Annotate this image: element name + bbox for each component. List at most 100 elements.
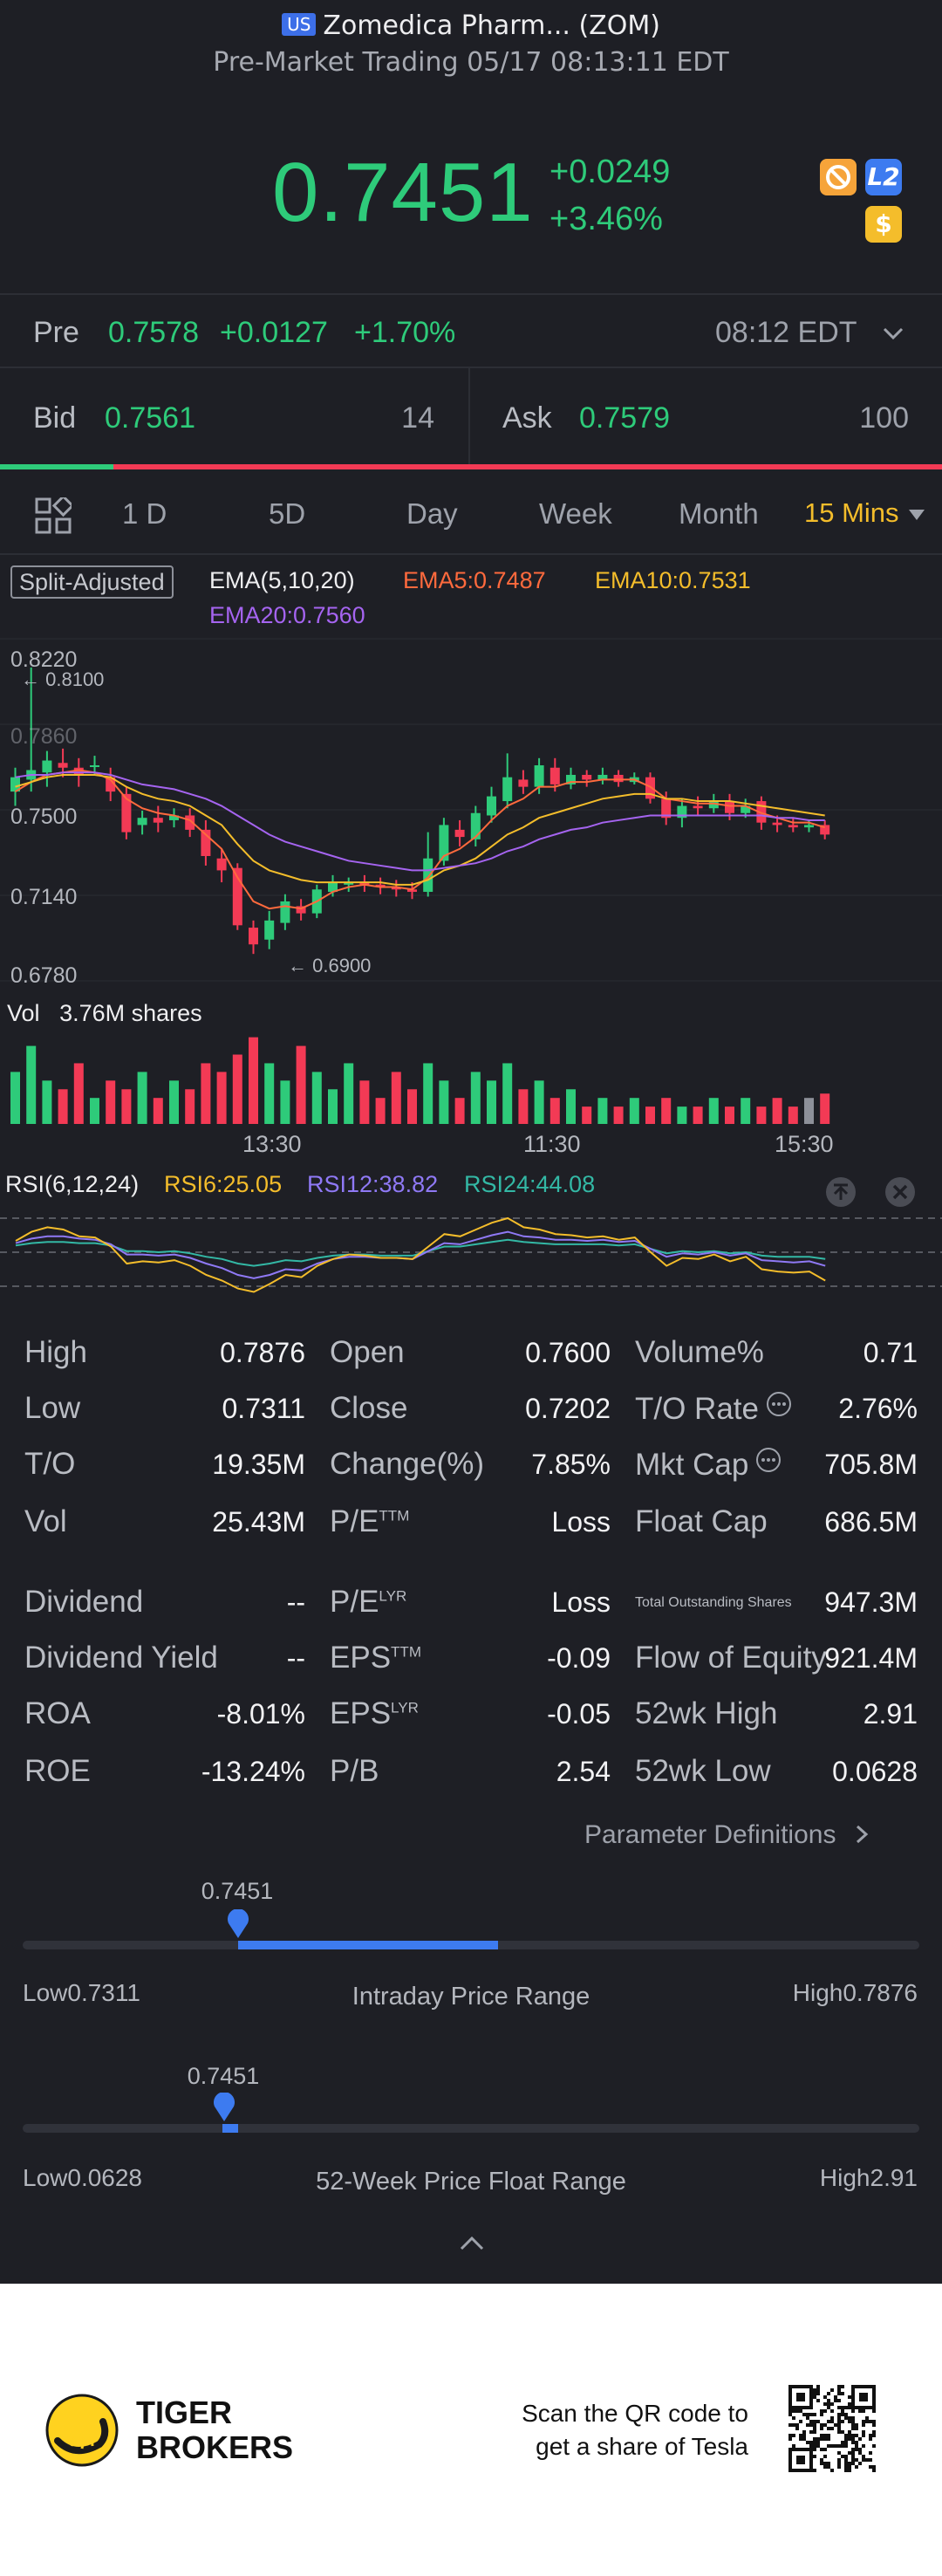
ema-indicator-label[interactable]: EMA(5,10,20) <box>209 567 355 593</box>
stat-value: -13.24% <box>201 1756 305 1787</box>
rsi-indicator-label[interactable]: RSI(6,12,24) <box>5 1171 140 1197</box>
stat-label: Open <box>330 1335 405 1370</box>
volume-bar <box>741 1098 751 1124</box>
chevron-down-icon[interactable] <box>881 325 905 342</box>
volume-bar <box>328 1089 338 1124</box>
tab-15-mins[interactable]: 15 Mins <box>804 497 899 528</box>
intraday-range-bar <box>23 1941 919 1949</box>
price-change-percent: +3.46% <box>550 201 663 237</box>
tab-month[interactable]: Month <box>679 497 759 530</box>
bid-label: Bid <box>33 401 77 435</box>
parameter-definitions-link[interactable]: Parameter Definitions <box>584 1820 871 1850</box>
ask-label: Ask <box>502 401 552 435</box>
qr-module <box>848 2451 851 2455</box>
tiger-logo-icon <box>45 2394 119 2467</box>
volume-bar <box>788 1106 798 1124</box>
volume-bar <box>629 1098 639 1124</box>
qr-module <box>830 2409 834 2413</box>
tab-week[interactable]: Week <box>539 497 612 530</box>
candle-body <box>216 858 227 871</box>
qr-code-icon[interactable] <box>788 2385 876 2472</box>
volume-bar <box>90 1098 99 1124</box>
qr-module <box>858 2451 862 2455</box>
qr-module <box>788 2423 792 2427</box>
brand-name: TIGER BROKERS <box>136 2395 293 2465</box>
brand-line1: TIGER <box>136 2394 233 2430</box>
qr-module <box>851 2423 855 2427</box>
stat-label-text: 52wk High <box>635 1696 778 1730</box>
qr-module <box>813 2395 816 2399</box>
collapse-chevron-up-icon[interactable] <box>459 2234 485 2251</box>
price-change: +0.0249 <box>550 154 671 190</box>
volume-bar <box>772 1098 782 1124</box>
stat-label-text: T/O Rate <box>635 1392 759 1426</box>
location-pin-icon <box>213 2093 235 2121</box>
grid-icon[interactable] <box>35 497 72 534</box>
qr-module <box>858 2409 862 2413</box>
qr-module <box>869 2465 872 2469</box>
dollar-icon[interactable]: $ <box>865 206 902 243</box>
volume-bar <box>296 1045 306 1124</box>
volume-chart[interactable] <box>0 1030 942 1126</box>
qr-module <box>869 2437 872 2441</box>
candle-body <box>454 829 465 838</box>
stat-label-text: ROA <box>24 1696 91 1730</box>
qr-module <box>813 2469 816 2472</box>
qr-module <box>802 2413 806 2416</box>
candle-body <box>820 825 830 835</box>
candle-body <box>375 884 386 887</box>
qr-module <box>869 2451 872 2455</box>
stat-label-text: Close <box>330 1391 408 1425</box>
stat-label: 52wk Low <box>635 1754 771 1789</box>
qr-module <box>851 2451 855 2455</box>
volume-bar <box>518 1089 529 1124</box>
qr-module <box>834 2423 837 2427</box>
pre-change-percent: +1.70% <box>354 316 456 349</box>
stat-value: -0.09 <box>547 1642 611 1674</box>
candle-body <box>185 815 195 830</box>
stat-label: P/ELYR <box>330 1585 406 1620</box>
stat-label-text: Float Cap <box>635 1504 768 1538</box>
volume-bar <box>359 1080 370 1124</box>
info-dots-icon[interactable] <box>766 1391 792 1417</box>
close-icon[interactable] <box>884 1176 916 1208</box>
qr-module <box>792 2409 795 2413</box>
qr-module <box>841 2413 844 2416</box>
stat-label: T/O Rate <box>635 1391 792 1427</box>
no-trade-icon[interactable] <box>820 159 857 195</box>
stat-label-text: Vol <box>24 1504 67 1538</box>
last-price: 0.7451 <box>272 146 534 239</box>
candle-body <box>137 818 147 826</box>
tab-day[interactable]: Day <box>406 497 458 530</box>
tab-1d[interactable]: 1 D <box>122 497 167 530</box>
stat-value: 705.8M <box>824 1449 918 1480</box>
pin-top-icon[interactable] <box>825 1176 857 1208</box>
stat-value: 2.54 <box>556 1756 611 1787</box>
qr-module <box>799 2409 802 2413</box>
stock-title[interactable]: US Zomedica Pharm... (ZOM) <box>0 10 942 41</box>
trading-session-status: Pre-Market Trading 05/17 08:13:11 EDT <box>213 47 729 78</box>
candle-body <box>296 906 306 914</box>
candle-body <box>756 801 767 823</box>
pre-time[interactable]: 08:12 EDT <box>715 316 857 349</box>
qr-module <box>827 2420 830 2423</box>
qr-module <box>823 2448 827 2451</box>
qr-module <box>851 2458 855 2462</box>
qr-module <box>788 2413 792 2416</box>
stat-value: Loss <box>551 1506 611 1538</box>
info-dots-icon[interactable] <box>755 1447 782 1473</box>
candlestick-chart[interactable] <box>0 637 942 986</box>
stat-value: 25.43M <box>212 1506 305 1538</box>
level2-icon[interactable]: L2 <box>865 159 902 195</box>
volume-bar <box>106 1080 116 1124</box>
stat-label: T/O <box>24 1447 75 1482</box>
qr-module <box>844 2469 848 2472</box>
rsi-chart[interactable] <box>0 1196 942 1309</box>
volume-bar <box>677 1106 687 1124</box>
caret-down-icon[interactable] <box>907 508 926 522</box>
tab-5d[interactable]: 5D <box>269 497 306 530</box>
divider <box>0 553 942 555</box>
split-adjusted-toggle[interactable]: Split-Adjusted <box>10 565 174 599</box>
qr-module <box>844 2462 848 2465</box>
stat-label-text: Flow of Equity <box>635 1641 827 1675</box>
